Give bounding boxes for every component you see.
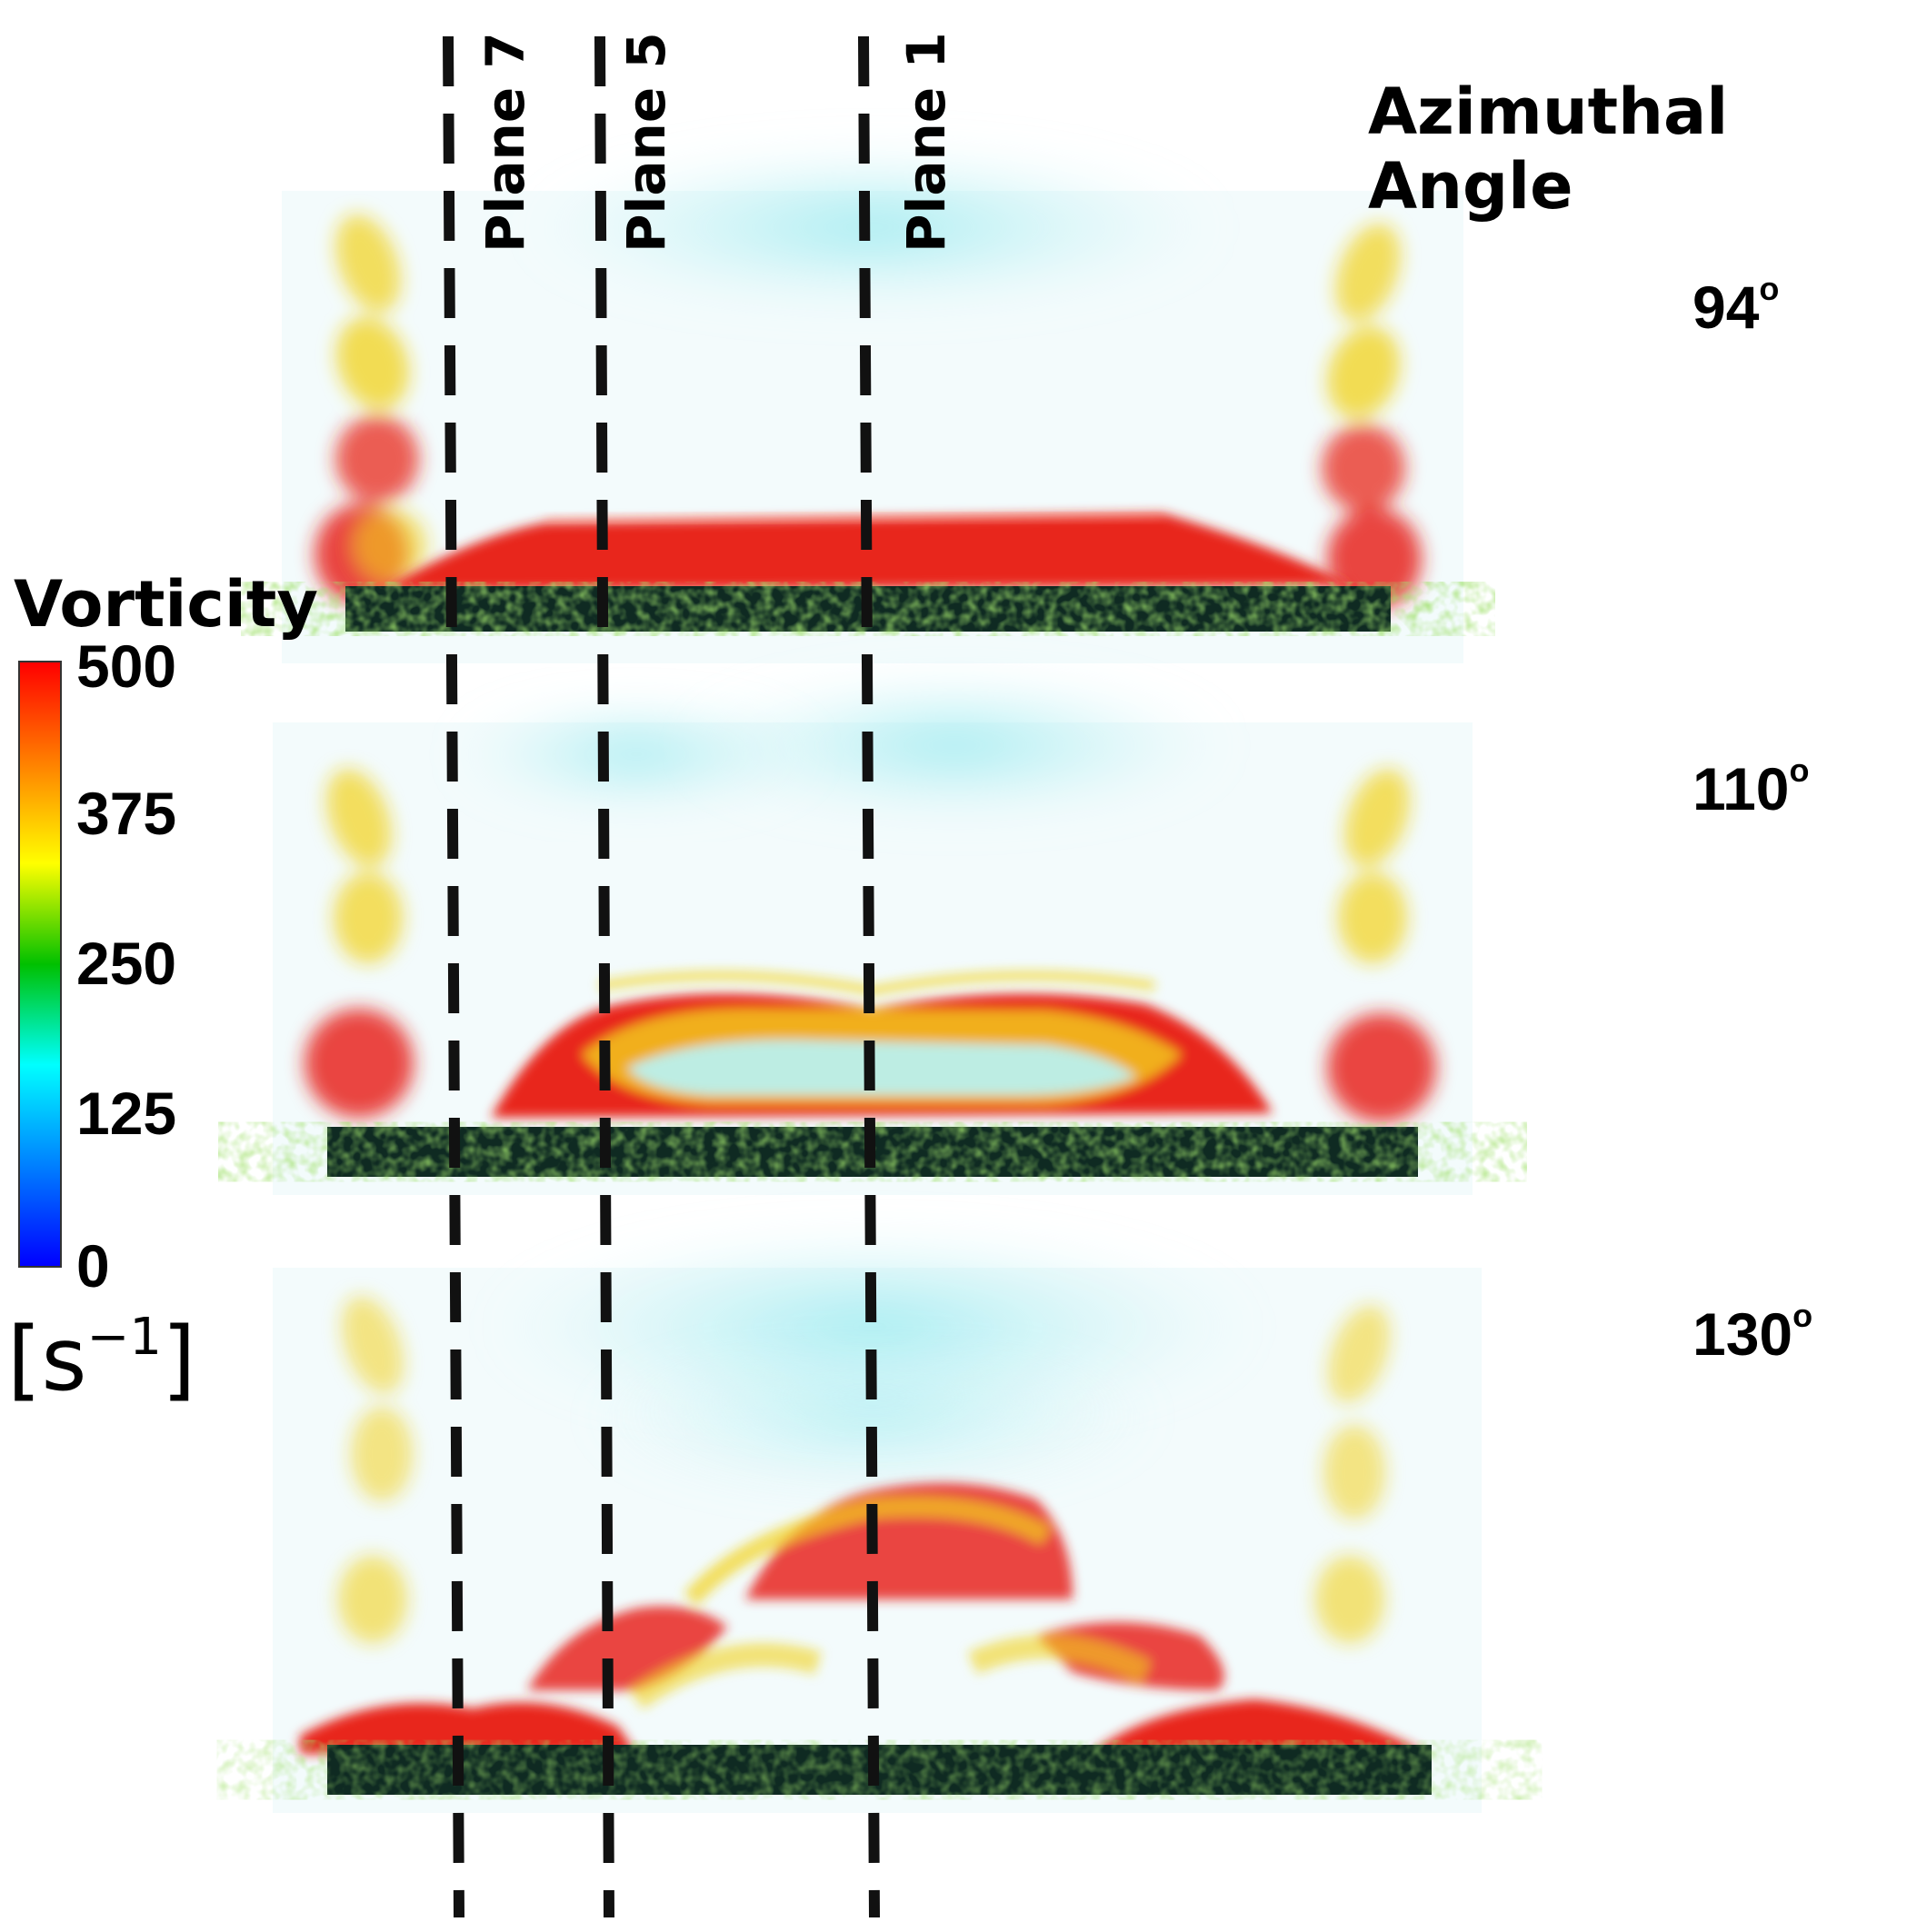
degree-mark: o: [1789, 752, 1810, 789]
right-vortex-column: [1322, 224, 1422, 610]
colorbar-tick: 0: [76, 1232, 110, 1300]
angle-value: 130: [1692, 1300, 1793, 1368]
colorbar-tick: 500: [76, 632, 177, 700]
angle-value: 94: [1692, 274, 1760, 341]
panel-110: [273, 672, 1473, 1195]
colorbar-title: Vorticity: [14, 567, 318, 642]
unit-close: ]: [162, 1309, 196, 1410]
colorbar: [18, 661, 62, 1268]
colorbar-tick: 125: [76, 1080, 177, 1147]
angle-label-94: 94o: [1692, 270, 1780, 342]
angle-value: 110: [1692, 755, 1790, 822]
colorbar-unit: [s−1]: [7, 1308, 196, 1410]
plane-5-label: Plane 5: [615, 32, 677, 253]
plane-lines: [443, 35, 880, 1918]
plane-7-label: Plane 7: [474, 32, 536, 253]
unit-exponent: −1: [86, 1308, 163, 1367]
colorbar-tick: 250: [76, 930, 177, 997]
plane-7-line: [443, 35, 464, 1918]
degree-mark: o: [1792, 1297, 1813, 1334]
vortex-sheet-110: [491, 971, 1273, 1118]
vortex-sheet-130: [300, 1483, 1427, 1754]
unit-base: [s: [7, 1309, 87, 1410]
panel-130: [273, 1227, 1482, 1813]
azimuthal-angle-title: Azimuthal Angle: [1368, 75, 1729, 224]
angle-label-130: 130o: [1692, 1297, 1813, 1369]
vortex-sheet-94: [382, 513, 1354, 591]
left-vortex-column: [315, 214, 427, 605]
colorbar-tick: 375: [76, 780, 177, 847]
angle-label-110: 110o: [1692, 752, 1810, 823]
panel-94: [282, 145, 1463, 663]
plane-5-line: [594, 35, 614, 1918]
plane-1-label: Plane 1: [895, 32, 957, 253]
plane-1-line: [858, 35, 880, 1918]
degree-mark: o: [1759, 270, 1780, 307]
